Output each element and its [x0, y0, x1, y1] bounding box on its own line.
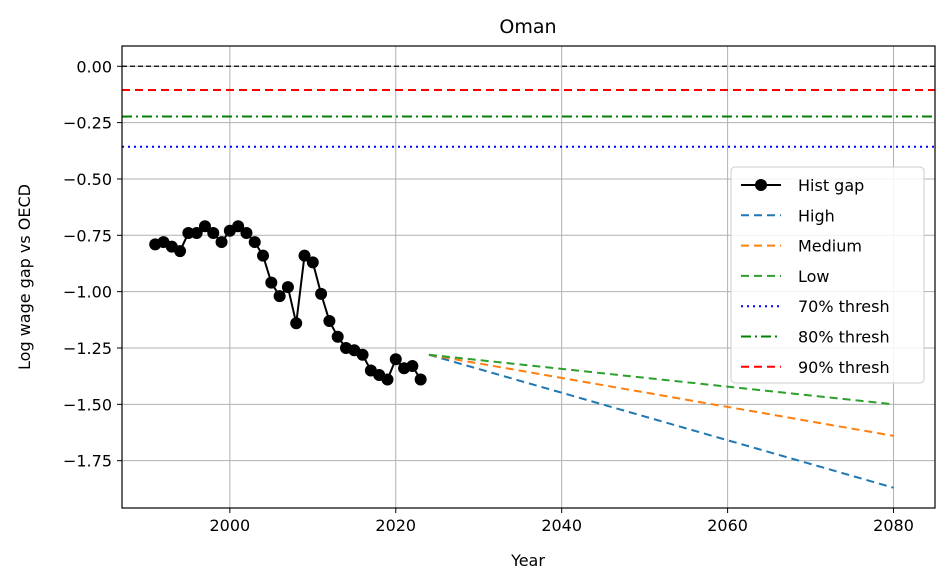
data-point — [306, 256, 319, 269]
legend-label: 80% thresh — [798, 328, 890, 347]
data-point — [215, 236, 228, 249]
x-tick-label: 2000 — [209, 516, 250, 535]
data-point — [331, 330, 344, 343]
data-point — [198, 220, 211, 233]
legend: Hist gap High Medium Low 70% thresh 80% thres… — [730, 166, 925, 384]
series-line — [428, 353, 894, 489]
data-point — [174, 245, 187, 258]
data-point — [240, 227, 253, 240]
y-axis-label: Log wage gap vs OECD — [15, 184, 34, 370]
y-tick-label: −1.25 — [63, 339, 112, 358]
legend-label: High — [798, 206, 835, 225]
legend-label: 90% thresh — [798, 358, 890, 377]
y-tick-label: −1.50 — [63, 395, 112, 414]
data-point — [281, 281, 294, 294]
data-point — [298, 249, 311, 262]
data-point — [273, 290, 286, 303]
legend-label: Medium — [798, 237, 862, 256]
data-point — [265, 276, 278, 289]
data-point — [290, 317, 303, 330]
y-tick-label: −1.00 — [63, 283, 112, 302]
data-point — [323, 314, 336, 327]
legend-label: Low — [798, 267, 830, 286]
data-point — [182, 227, 195, 240]
chart-title: Oman — [499, 16, 556, 38]
legend-label: Hist gap — [798, 176, 864, 195]
y-tick-label: −0.25 — [63, 114, 112, 133]
data-point — [207, 227, 220, 240]
y-tick-label: −1.75 — [63, 452, 112, 471]
data-point — [414, 373, 427, 386]
data-point — [389, 353, 402, 366]
y-tick-label: 0.00 — [76, 57, 112, 76]
data-point — [248, 236, 261, 249]
legend-box — [730, 166, 925, 384]
data-point — [315, 287, 328, 300]
x-tick-label: 2040 — [541, 516, 582, 535]
x-tick-label: 2080 — [873, 516, 914, 535]
data-point — [406, 360, 419, 373]
y-tick-label: −0.50 — [63, 170, 112, 189]
plot-frame — [121, 45, 936, 509]
x-tick-label: 2060 — [707, 516, 748, 535]
x-axis-ticks: 2000 2020 2040 2060 2080 — [209, 508, 914, 535]
data-point — [257, 249, 270, 262]
legend-marker — [755, 179, 767, 191]
legend-label: 70% thresh — [798, 297, 890, 316]
data-point — [381, 373, 394, 386]
hist-markers — [149, 220, 427, 386]
threshold-lines — [122, 65, 935, 148]
series-line — [428, 353, 894, 437]
data-point — [190, 227, 203, 240]
y-axis-ticks: 0.00 −0.25 −0.50 −0.75 −1.00 −1.25 −1.50 −1.75 — [63, 57, 122, 471]
data-point — [356, 348, 369, 361]
x-axis-label: Year — [510, 551, 545, 570]
x-tick-label: 2020 — [375, 516, 416, 535]
data-point — [232, 220, 245, 233]
y-tick-label: −0.75 — [63, 226, 112, 245]
